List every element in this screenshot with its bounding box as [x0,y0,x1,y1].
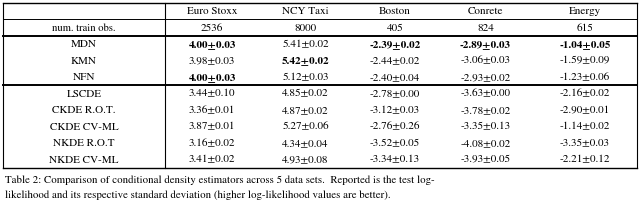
Text: 3.44±0.10: 3.44±0.10 [189,89,236,99]
Text: LSCDE: LSCDE [67,89,102,99]
Text: 5.42±0.02: 5.42±0.02 [282,56,330,65]
Text: -2.16±0.02: -2.16±0.02 [560,89,610,99]
Text: CKDE R.O.T.: CKDE R.O.T. [52,106,116,115]
Text: -2.21±0.12: -2.21±0.12 [560,155,611,165]
Text: 4.00±0.03: 4.00±0.03 [188,73,236,82]
Text: -3.34±0.13: -3.34±0.13 [370,155,420,165]
Text: Table 2: Comparison of conditional density estimators across 5 data sets.  Repor: Table 2: Comparison of conditional densi… [5,175,435,185]
Text: likelihood and its respective standard deviation (higher log-likelihood values a: likelihood and its respective standard d… [5,190,390,200]
Text: -1.59±0.09: -1.59±0.09 [560,56,610,66]
Text: 3.87±0.01: 3.87±0.01 [189,122,236,131]
Text: -3.52±0.05: -3.52±0.05 [370,138,420,148]
Text: NKDE R.O.T: NKDE R.O.T [53,138,115,148]
Text: 5.12±0.03: 5.12±0.03 [282,72,329,82]
Text: -3.93±0.05: -3.93±0.05 [460,155,511,165]
Text: -3.35±0.03: -3.35±0.03 [560,138,610,148]
Text: 4.85±0.02: 4.85±0.02 [282,89,329,99]
Text: num. train obs.: num. train obs. [52,23,116,32]
Text: NFN: NFN [73,72,95,82]
Text: -2.40±0.04: -2.40±0.04 [370,72,420,82]
Text: 4.93±0.08: 4.93±0.08 [282,155,329,165]
Text: Energy: Energy [569,7,601,16]
Text: -3.63±0.00: -3.63±0.00 [461,89,511,99]
Text: 3.98±0.03: 3.98±0.03 [189,56,235,66]
Text: -2.76±0.26: -2.76±0.26 [370,122,420,131]
Text: -2.44±0.02: -2.44±0.02 [370,56,420,66]
Text: Conrete: Conrete [468,7,503,16]
Text: -2.78±0.00: -2.78±0.00 [370,89,420,99]
Text: KMN: KMN [71,56,97,66]
Text: NCY Taxi: NCY Taxi [282,7,329,16]
Text: -2.90±0.01: -2.90±0.01 [560,106,610,115]
Text: -4.08±0.02: -4.08±0.02 [460,138,511,148]
Text: -1.04±0.05: -1.04±0.05 [559,40,611,49]
Text: 8000: 8000 [294,23,317,32]
Text: 3.41±0.02: 3.41±0.02 [189,155,236,165]
Text: Boston: Boston [379,7,411,16]
Text: 3.16±0.02: 3.16±0.02 [189,138,236,148]
Text: -2.89±0.03: -2.89±0.03 [460,40,511,49]
Text: -3.78±0.02: -3.78±0.02 [460,106,511,115]
Text: 4.34±0.04: 4.34±0.04 [282,138,329,148]
Text: 824: 824 [477,23,494,32]
Text: NKDE CV-ML: NKDE CV-ML [49,155,118,165]
Text: 4.00±0.03: 4.00±0.03 [188,40,236,49]
Text: -2.93±0.02: -2.93±0.02 [460,72,511,82]
Text: 3.36±0.01: 3.36±0.01 [189,106,235,115]
Text: 5.41±0.02: 5.41±0.02 [282,39,329,49]
Text: Euro Stoxx: Euro Stoxx [187,7,237,16]
Text: CKDE CV-ML: CKDE CV-ML [50,122,118,131]
Text: MDN: MDN [71,39,97,49]
Text: -1.14±0.02: -1.14±0.02 [560,122,610,131]
Text: -3.06±0.03: -3.06±0.03 [461,56,511,66]
Text: 5.27±0.06: 5.27±0.06 [282,122,329,131]
Text: -2.39±0.02: -2.39±0.02 [369,40,420,49]
Text: -1.23±0.06: -1.23±0.06 [560,72,610,82]
Text: 4.87±0.02: 4.87±0.02 [282,106,329,115]
Text: 2536: 2536 [201,23,223,32]
Text: 615: 615 [577,23,593,32]
Text: -3.12±0.03: -3.12±0.03 [370,106,420,115]
Text: 405: 405 [387,23,403,32]
Text: -3.35±0.13: -3.35±0.13 [460,122,511,131]
